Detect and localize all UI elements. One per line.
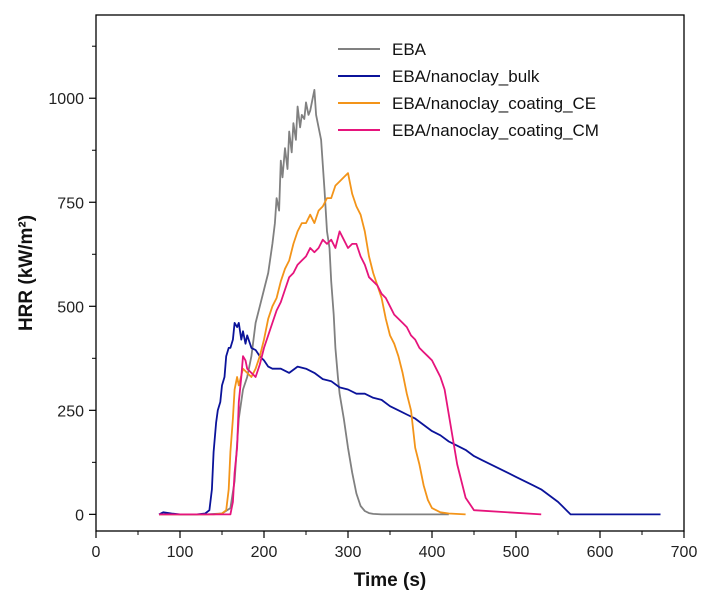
y-tick-label-3: 750 [57,195,84,212]
y-axis-title: HRR (kW/m²) [16,215,37,331]
x-tick-label-1: 100 [167,544,194,561]
plot-frame [95,14,685,532]
y-tick-label-0: 0 [75,507,84,524]
legend-label-1: EBA/nanoclay_bulk [392,67,540,86]
legend-label-3: EBA/nanoclay_coating_CM [392,121,599,140]
y-tick-label-4: 1000 [48,91,84,108]
legend-label-2: EBA/nanoclay_coating_CE [392,94,596,113]
x-tick-label-7: 700 [671,544,698,561]
series-line-2 [159,172,466,516]
series-layer [158,89,661,516]
plot-area: 0 100 200 300 400 500 600 700 0 250 500 750 1000 [48,14,698,561]
x-tick-label-0: 0 [92,544,101,561]
y-tick-label-1: 250 [57,403,84,420]
series-line-1 [158,321,661,516]
x-tick-label-2: 200 [251,544,278,561]
y-tick-label-2: 500 [57,299,84,316]
x-tick-label-5: 500 [503,544,530,561]
series-line-3 [159,230,542,516]
x-tick-label-6: 600 [587,544,614,561]
ticks-layer: 0 100 200 300 400 500 600 700 0 250 500 750 1000 [48,45,698,561]
legend: EBA EBA/nanoclay_bulk EBA/nanoclay_coating… [338,40,599,140]
x-axis-title: Time (s) [354,570,427,591]
series-line-0 [159,89,449,516]
x-tick-label-3: 300 [335,544,362,561]
x-tick-label-4: 400 [419,544,446,561]
legend-label-0: EBA [392,40,427,59]
